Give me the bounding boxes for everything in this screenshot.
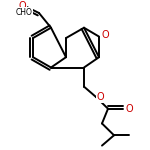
Text: O: O bbox=[19, 1, 26, 11]
Text: CHO: CHO bbox=[16, 8, 33, 17]
Text: O: O bbox=[125, 104, 133, 114]
Text: O: O bbox=[101, 30, 109, 40]
Text: O: O bbox=[97, 92, 104, 102]
